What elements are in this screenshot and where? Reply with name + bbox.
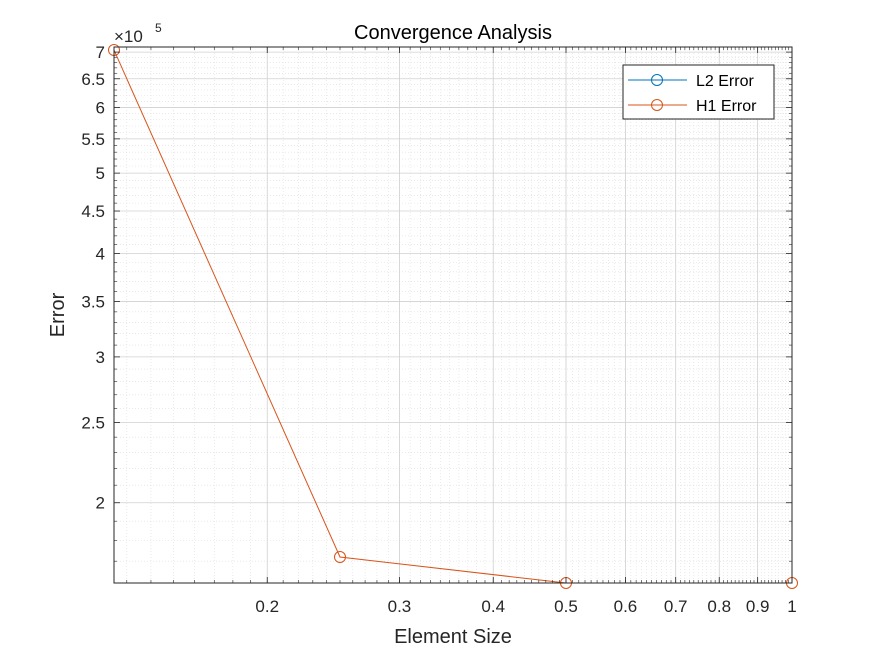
y-tick-label: 5 — [96, 164, 105, 183]
legend-marker — [651, 99, 663, 111]
x-tick-label: 0.7 — [664, 597, 688, 616]
x-tick-label: 0.8 — [707, 597, 731, 616]
y-tick-label: 2.5 — [81, 413, 105, 432]
y-axis-label: Error — [47, 292, 69, 337]
x-tick-label: 0.2 — [255, 597, 279, 616]
legend: L2 Error H1 Error — [622, 64, 775, 120]
legend-box — [622, 64, 775, 120]
y-tick-label: 3.5 — [81, 292, 105, 311]
x-tick-label: 0.3 — [388, 597, 412, 616]
tick-marks — [114, 47, 793, 583]
y-tick-label: 6 — [96, 99, 105, 118]
y-axis-multiplier: ×10 5 — [114, 21, 162, 46]
y-tick-label: 4 — [96, 244, 105, 263]
legend-entry: L2 Error — [696, 73, 754, 90]
x-tick-label: 0.9 — [746, 597, 770, 616]
y-tick-label: 7 — [96, 43, 105, 62]
data-point — [334, 550, 346, 563]
x-tick-label: 1 — [787, 597, 796, 616]
y-multiplier-exponent: 5 — [155, 21, 162, 35]
x-tick-label: 0.5 — [554, 597, 578, 616]
plot-frame — [113, 46, 793, 584]
x-axis-label: Element Size — [394, 626, 512, 648]
x-tick-label: 0.6 — [614, 597, 638, 616]
x-tick-labels: 0.2 0.3 0.4 0.5 0.6 0.7 0.8 0.9 1 — [255, 597, 796, 616]
legend-marker — [651, 74, 663, 86]
y-tick-label: 4.5 — [81, 202, 105, 221]
y-multiplier-base: ×10 — [114, 27, 143, 46]
x-tick-label: 0.4 — [481, 597, 505, 616]
y-tick-label: 3 — [96, 348, 105, 367]
y-tick-label: 6.5 — [81, 70, 105, 89]
y-tick-label: 2 — [96, 494, 105, 513]
legend-entry: H1 Error — [696, 98, 757, 115]
plot-area — [114, 47, 792, 583]
y-tick-label: 5.5 — [81, 130, 105, 149]
y-tick-labels: 2 2.5 3 3.5 4 4.5 5 5.5 6 6.5 7 — [81, 43, 105, 513]
chart-title: Convergence Analysis — [354, 22, 552, 44]
